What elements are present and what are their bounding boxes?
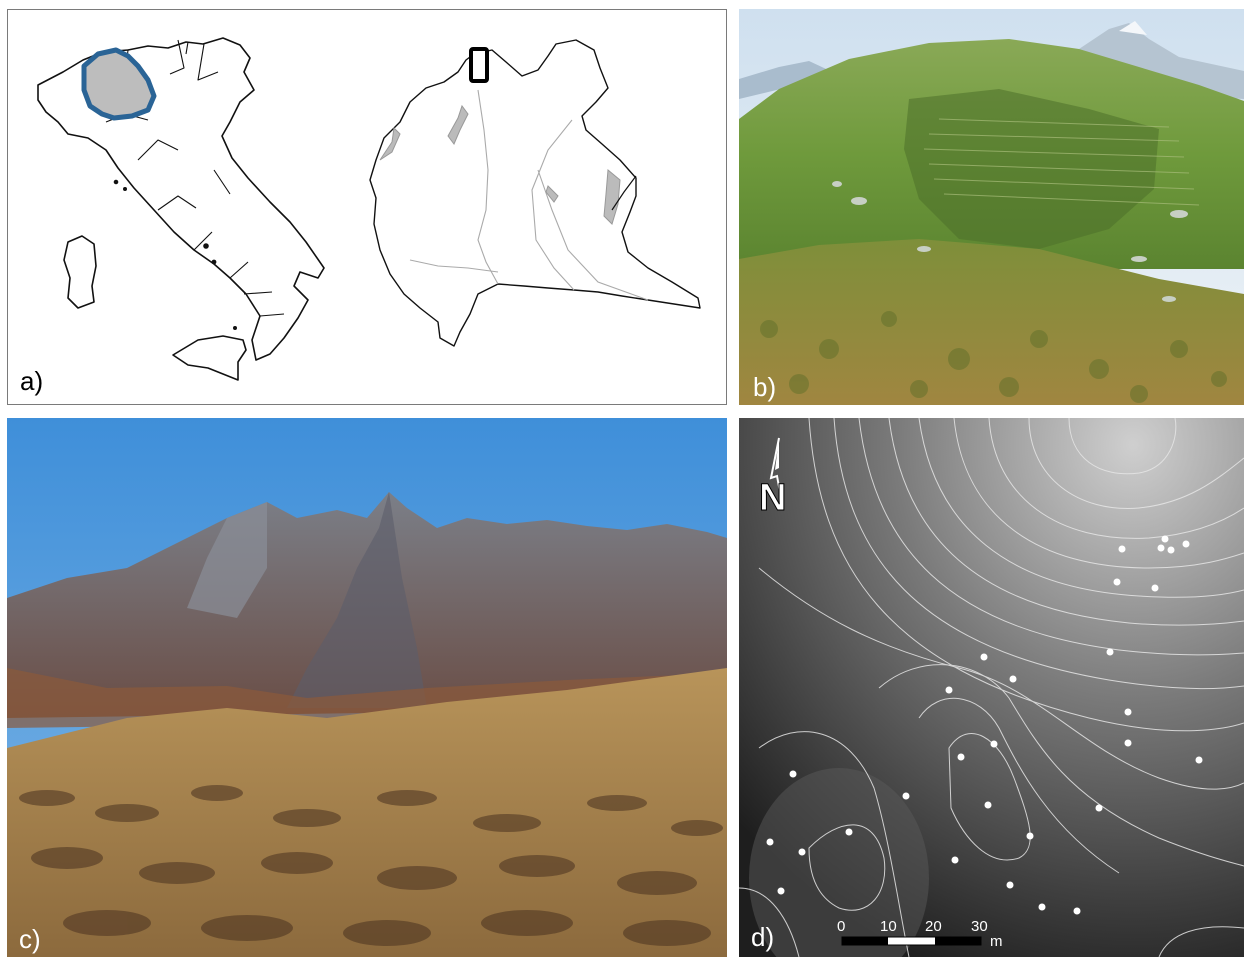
panel-a-maps: a) — [7, 9, 727, 405]
lombardy-map — [369, 39, 701, 347]
italy-map — [37, 37, 325, 381]
panel-b-photo-hill: b) — [739, 9, 1244, 405]
mountain-photo — [7, 418, 727, 957]
sample-points — [766, 535, 1203, 915]
north-label: N — [759, 477, 786, 519]
hill-photo — [739, 9, 1244, 405]
contour-map: N 0 10 20 30 m — [739, 418, 1244, 957]
panel-c-photo-mountains: c) — [7, 418, 727, 957]
scale-tick-10: 10 — [880, 918, 897, 935]
panel-b-label: b) — [753, 372, 777, 402]
panel-d-elevation-map: N 0 10 20 30 m d) — [739, 418, 1244, 957]
scale-tick-20: 20 — [925, 918, 942, 935]
lombardy-highlight — [81, 47, 157, 121]
north-arrow-icon — [769, 437, 784, 509]
panel-a-label: a) — [20, 366, 44, 396]
panel-d-label: d) — [751, 922, 775, 952]
scale-tick-0: 0 — [837, 918, 845, 935]
scale-tick-30: 30 — [971, 918, 988, 935]
scale-bar: 0 10 20 30 m — [837, 918, 1003, 950]
panel-c-label: c) — [19, 924, 41, 954]
study-area-marker — [469, 47, 489, 83]
location-maps — [37, 37, 701, 381]
scale-unit: m — [990, 933, 1003, 950]
